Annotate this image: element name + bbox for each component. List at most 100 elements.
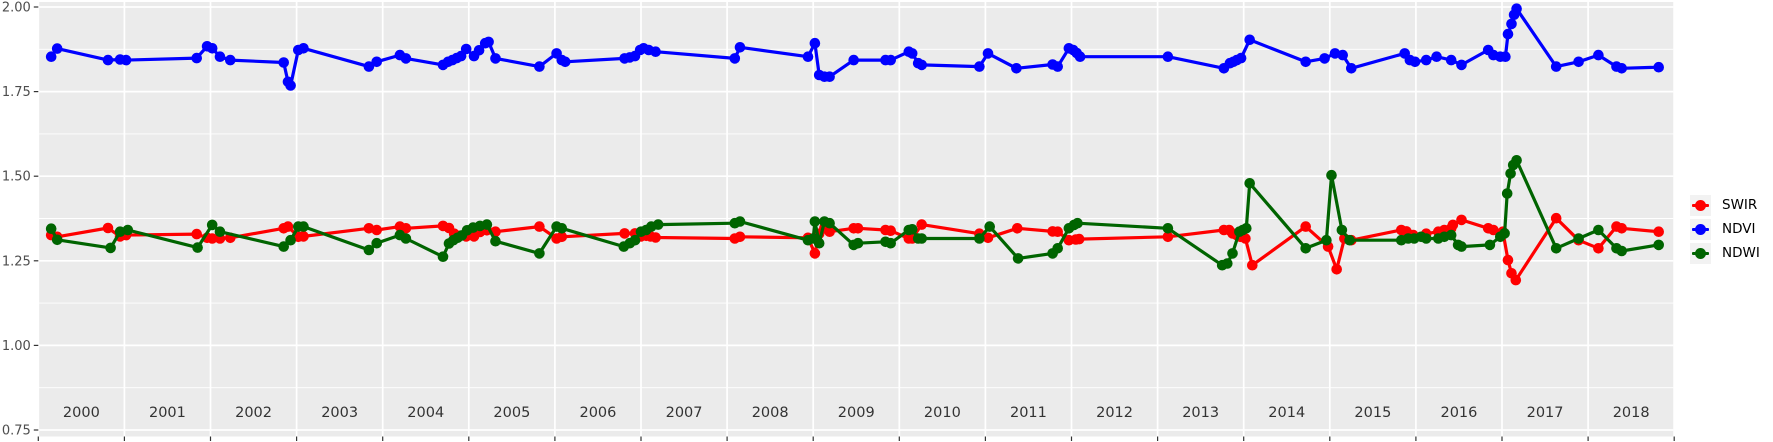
data-point-ndvi [1346,63,1357,74]
data-point-ndvi [885,54,896,66]
data-point-swir [1300,221,1311,232]
x-axis-label: 2006 [579,405,616,421]
data-point-ndvi [534,61,545,72]
x-axis-label: 2010 [924,405,961,421]
legend-key-ndwi [1690,243,1711,264]
data-point-swir [1073,233,1085,245]
data-point-ndwi [1222,258,1233,269]
data-point-swir [885,225,896,236]
data-point-ndvi [1573,56,1584,68]
data-point-ndwi [400,233,412,244]
data-point-ndwi [437,251,449,262]
data-point-ndwi [652,219,664,230]
data-point-swir [1052,226,1063,237]
data-point-swir [1510,274,1522,286]
legend-point-glyph [1695,248,1706,259]
data-point-ndvi [1506,18,1517,30]
data-point-ndwi [1300,243,1311,254]
data-point-ndvi [1409,56,1421,68]
data-point-ndvi [278,57,290,68]
data-point-ndwi [1227,248,1238,259]
data-point-swir [1550,212,1562,224]
data-point-ndwi [1511,155,1522,166]
data-point-ndvi [809,37,821,49]
data-point-swir [1247,259,1258,271]
data-point-swir [1616,223,1627,234]
legend-label-ndvi: NDVI [1722,221,1756,237]
data-point-ndvi [1337,49,1348,61]
data-point-ndwi [1445,229,1457,241]
data-point-ndvi [1074,51,1086,62]
data-point-swir [809,248,821,259]
data-point-ndvi [729,53,741,64]
y-axis-label: 0.75 [2,424,31,439]
data-point-swir [1456,214,1467,226]
data-point-swir [1331,264,1342,275]
data-point-ndvi [191,52,202,64]
data-point-swir [102,222,114,234]
data-point-ndwi [298,221,309,232]
data-point-ndwi [1420,233,1432,244]
data-point-ndvi [1319,53,1330,64]
y-axis-label: 2.00 [2,1,31,16]
data-point-ndvi [824,71,835,82]
data-point-ndwi [285,234,296,246]
data-point-ndvi [45,51,57,62]
x-axis-label: 2004 [407,405,444,421]
data-point-ndwi [1616,245,1627,257]
data-point-ndwi [984,221,995,232]
y-axis-label: 1.50 [2,170,31,185]
data-point-ndwi [556,223,568,234]
data-point-ndvi [1550,61,1562,72]
x-axis-label: 2002 [235,405,272,421]
data-point-ndvi [1235,52,1247,64]
data-point-swir [282,221,294,232]
data-point-ndvi [906,48,918,59]
data-point-ndwi [1344,234,1355,246]
data-point-ndwi [278,241,290,252]
x-axis-label: 2005 [493,405,530,421]
data-point-ndvi [974,61,985,72]
data-point-ndvi [1593,49,1604,61]
data-point-ndvi [916,59,927,71]
y-axis-labels: 2.00 1.75 1.50 1.25 1.00 0.75 [2,1,31,439]
data-point-swir [1162,231,1174,243]
data-point-ndvi [400,53,412,64]
y-axis-label: 1.75 [2,85,31,100]
x-axis-labels: 2000 2001 2002 2003 2004 2005 2006 2007 2008 2009… [63,405,1650,421]
data-point-ndvi [460,43,472,55]
data-point-ndvi [559,56,571,68]
data-point-ndwi [1326,169,1337,181]
legend-key-swir [1690,195,1711,216]
data-point-ndvi [1052,61,1063,72]
data-point-ndvi [298,43,309,54]
data-point-ndwi [1456,241,1467,252]
data-point-swir [982,232,994,244]
data-point-ndwi [1162,223,1174,234]
data-point-ndwi [1012,253,1024,264]
x-axis-label: 2011 [1010,405,1047,421]
legend-item-ndwi: NDWI [1690,243,1760,264]
data-point-ndvi [1011,63,1022,74]
data-point-ndvi [1511,3,1522,14]
data-point-ndwi [1501,188,1513,199]
x-axis-label: 2012 [1096,405,1133,421]
data-point-swir [1012,223,1023,234]
x-axis-label: 2009 [838,405,875,421]
data-point-ndvi [734,42,746,53]
data-point-ndvi [1500,51,1511,62]
data-point-ndvi [51,43,63,54]
data-point-swir [916,219,927,230]
data-point-ndvi [1445,54,1457,66]
x-axis-label: 2007 [666,405,703,421]
data-point-ndvi [1300,56,1311,68]
data-point-ndwi [852,237,864,249]
data-point-swir [1593,243,1604,254]
legend-key-ndvi [1690,219,1711,240]
data-point-ndwi [1653,239,1664,251]
data-point-swir [650,232,661,243]
data-point-ndvi [650,46,661,57]
data-point-ndwi [824,217,835,229]
data-point-ndwi [1244,178,1255,189]
